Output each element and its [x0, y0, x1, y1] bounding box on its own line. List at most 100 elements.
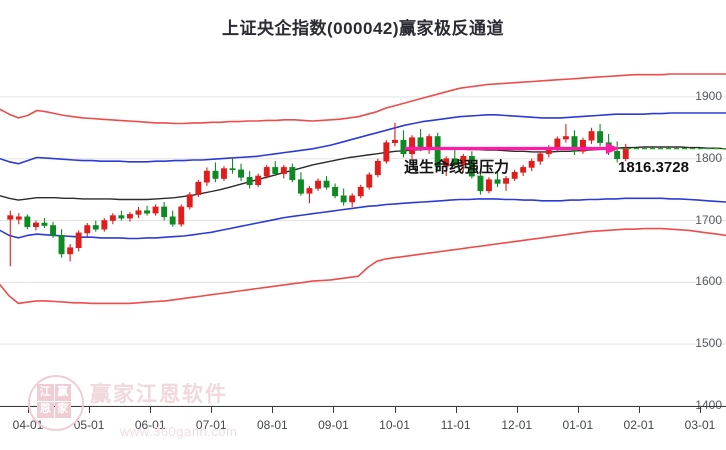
candle-body	[161, 206, 168, 218]
x-axis-tick-label: 03-01	[684, 418, 716, 432]
seal-char-1: 江	[37, 384, 54, 401]
candle-body	[468, 156, 475, 177]
x-axis-tick	[516, 407, 518, 413]
candle-body	[349, 195, 356, 203]
x-axis-tick-label: 07-01	[195, 418, 227, 432]
x-axis-tick	[333, 407, 335, 413]
y-axis-tick-label: 1600	[695, 274, 722, 289]
candle-body	[597, 131, 604, 143]
candle-body	[144, 210, 150, 214]
candle-body	[315, 180, 321, 189]
candle-body	[554, 138, 561, 148]
candle-body	[152, 206, 159, 214]
candle-body	[451, 158, 458, 166]
pressure-arrow-head	[606, 143, 620, 155]
candle-body	[58, 235, 65, 255]
candle-body	[443, 158, 450, 167]
candle-body	[92, 225, 99, 230]
candle-body	[75, 232, 82, 248]
candle-body	[306, 188, 313, 194]
seal-char-2: 赢	[54, 384, 71, 401]
x-axis-tick-label: 10-01	[379, 418, 410, 432]
brand-seal: 江 赢 恩 家	[37, 384, 71, 418]
chart-canvas	[0, 73, 726, 406]
candle-body	[67, 247, 74, 255]
x-axis-tick-label: 05-01	[73, 418, 105, 432]
x-axis-tick	[638, 407, 640, 413]
candle-body	[255, 175, 262, 185]
candle-body	[340, 195, 347, 203]
series-inner-channel-upper	[0, 112, 726, 165]
price-chart-plot[interactable]	[0, 60, 726, 406]
candle-body	[229, 168, 236, 171]
x-axis-tick	[89, 407, 91, 413]
candle-body	[434, 136, 441, 167]
candle-body	[622, 148, 629, 160]
candle-body	[280, 167, 287, 174]
seal-char-4: 家	[54, 401, 71, 418]
candle-body	[169, 216, 176, 225]
candle-body	[366, 174, 373, 188]
y-axis-tick-label: 1500	[695, 336, 722, 351]
candle-body	[186, 194, 193, 208]
candle-body	[477, 175, 484, 192]
x-axis-tick-label: 01-01	[562, 418, 594, 432]
x-axis-tick	[394, 407, 396, 413]
candle-body	[118, 215, 125, 219]
last-price-label: 1816.3728	[618, 159, 689, 176]
page-title: 上证央企指数(000042)赢家极反通道	[221, 19, 505, 38]
candle-body	[614, 151, 621, 160]
candle-body	[485, 179, 492, 192]
candle-body	[494, 179, 501, 184]
brand-name-watermark: 赢家江恩软件	[90, 383, 228, 406]
candle-body	[374, 160, 381, 176]
candle-body	[15, 216, 22, 220]
candlestick-series	[7, 122, 629, 267]
candle-body	[50, 225, 57, 236]
candle-body	[417, 137, 424, 148]
series-inner-channel-lower	[0, 197, 726, 240]
seal-char-3: 恩	[37, 401, 54, 418]
candle-body	[212, 170, 219, 179]
candle-body	[297, 179, 304, 194]
x-axis-tick	[700, 407, 701, 413]
candle-body	[409, 137, 415, 155]
series-outer-channel-upper	[0, 73, 726, 125]
x-axis-tick-label: 06-01	[134, 418, 166, 432]
candle-body	[571, 136, 578, 152]
x-axis-tick-label: 08-01	[257, 418, 288, 432]
candle-body	[135, 210, 142, 215]
candle-body	[24, 216, 31, 228]
y-axis-tick-label: 1900	[695, 88, 722, 103]
candle-body	[263, 167, 270, 177]
x-axis-line	[0, 406, 726, 407]
candle-body	[588, 131, 595, 141]
candle-body	[460, 156, 467, 166]
candle-body	[323, 180, 330, 188]
candle-body	[178, 206, 185, 225]
candle-body	[426, 136, 433, 148]
candle-body	[127, 214, 133, 219]
candle-body	[203, 170, 210, 183]
candle-body	[562, 136, 569, 140]
candle-body	[537, 153, 544, 162]
brand-logo-watermark: 江 赢 恩 家	[28, 375, 84, 431]
candle-body	[84, 225, 91, 234]
x-axis-tick-label: 11-01	[440, 418, 471, 432]
candle-body	[32, 222, 39, 228]
candle-body	[101, 220, 108, 230]
candle-body	[579, 139, 586, 152]
candle-body	[383, 142, 390, 162]
candle-body	[41, 222, 48, 226]
x-axis-tick-label: 12-01	[501, 418, 533, 432]
candle-body	[195, 181, 202, 195]
candle-body	[109, 215, 116, 221]
candle-body	[520, 167, 527, 173]
y-axis-tick-label: 1800	[695, 150, 722, 165]
candle-body	[503, 178, 509, 184]
site-url-watermark: www.360gann.com	[120, 424, 238, 439]
x-axis-tick	[272, 407, 274, 413]
candle-body	[357, 186, 364, 197]
y-axis-tick-label: 1700	[695, 212, 722, 227]
